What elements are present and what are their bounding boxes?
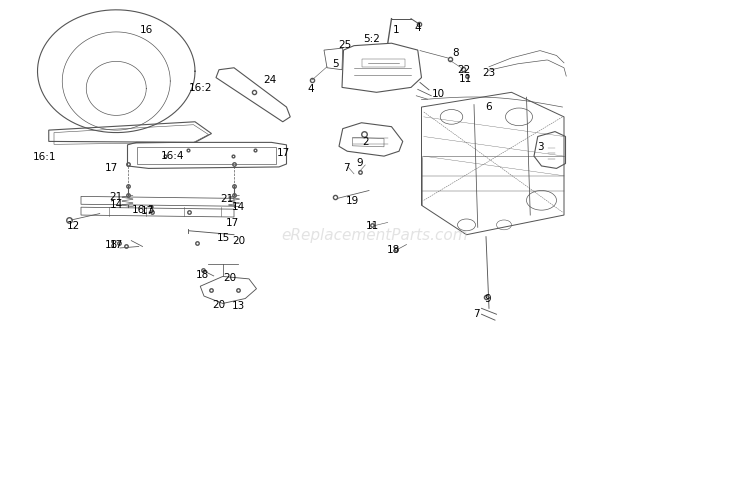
Text: 16:1: 16:1 [33, 152, 57, 162]
Text: 17: 17 [104, 163, 118, 173]
Text: 21: 21 [110, 192, 123, 202]
Text: 4: 4 [308, 84, 314, 94]
Text: 20: 20 [223, 273, 236, 283]
Text: 23: 23 [482, 68, 496, 78]
Text: 18: 18 [104, 241, 118, 250]
Text: 24: 24 [263, 75, 277, 84]
Text: 16:4: 16:4 [160, 151, 184, 161]
Text: 14: 14 [232, 202, 245, 212]
Text: 12: 12 [67, 221, 80, 231]
Text: 18: 18 [196, 270, 209, 280]
Text: 9: 9 [484, 294, 490, 303]
Text: 16:2: 16:2 [189, 83, 213, 93]
Text: 10: 10 [431, 89, 445, 99]
Text: eReplacementParts.com: eReplacementParts.com [282, 228, 468, 243]
Text: 16:3: 16:3 [132, 205, 156, 215]
Text: 8: 8 [453, 48, 459, 58]
Text: 7: 7 [473, 309, 479, 319]
Text: 1: 1 [393, 26, 399, 35]
Text: 22: 22 [457, 65, 470, 75]
Text: 5: 5 [332, 59, 338, 69]
Text: 6: 6 [486, 102, 492, 112]
Text: 16: 16 [140, 26, 153, 35]
Text: 14: 14 [110, 200, 123, 210]
Text: 2: 2 [363, 137, 369, 147]
Text: 17: 17 [226, 218, 239, 228]
Text: 4: 4 [415, 24, 421, 33]
Text: 25: 25 [338, 40, 352, 50]
Text: 7: 7 [344, 163, 350, 173]
Text: 11: 11 [458, 74, 472, 83]
Text: 13: 13 [232, 301, 245, 311]
Text: 11: 11 [365, 221, 379, 231]
Text: 20: 20 [212, 300, 226, 310]
Text: 17: 17 [110, 241, 123, 250]
Text: 17: 17 [277, 148, 290, 158]
Text: 20: 20 [232, 236, 245, 246]
Text: 9: 9 [357, 158, 363, 168]
Text: 3: 3 [537, 142, 543, 152]
Text: 17: 17 [140, 206, 154, 216]
Text: 21: 21 [220, 194, 234, 204]
Text: 19: 19 [346, 196, 359, 206]
Text: 18: 18 [387, 246, 400, 255]
Text: 15: 15 [217, 233, 230, 243]
Text: 5:2: 5:2 [363, 34, 380, 44]
